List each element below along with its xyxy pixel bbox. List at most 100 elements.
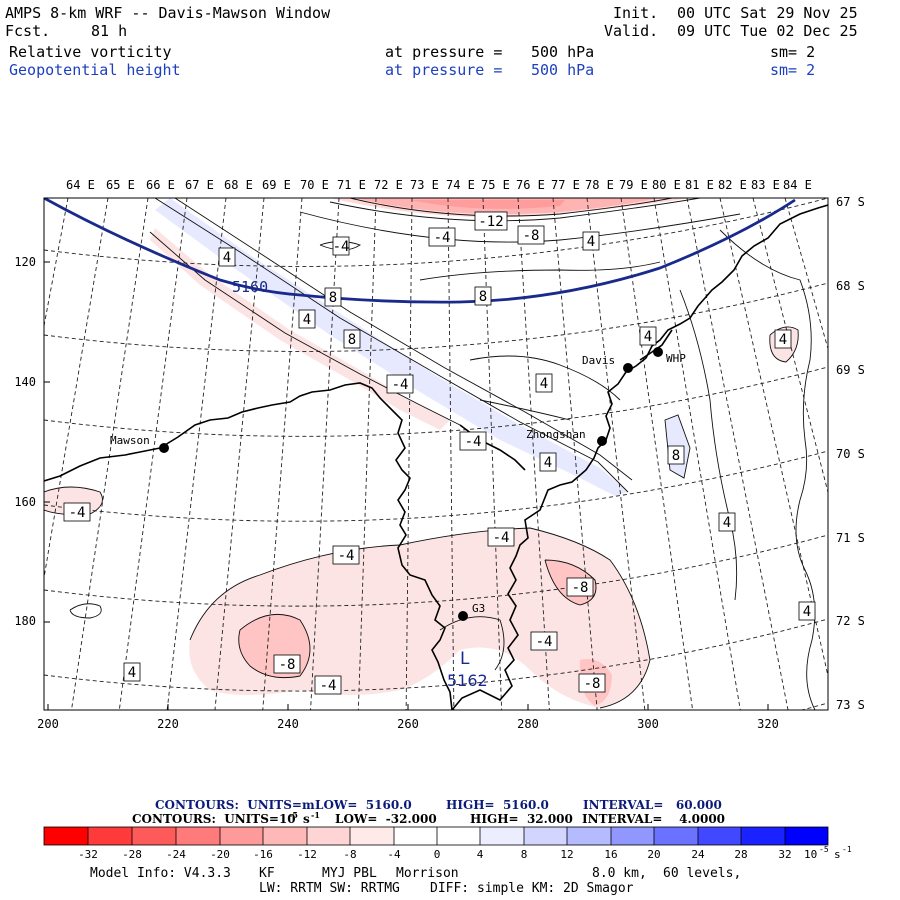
contour-label-text: -4 [536, 634, 553, 650]
valid-time: 09 UTC Tue 02 Dec 25 [677, 22, 858, 40]
plot-title: AMPS 8-km WRF -- Davis-Mawson Window [5, 4, 331, 22]
lon-label: 74 E [446, 178, 475, 192]
contour-label-text: 4 [128, 665, 136, 681]
stations: Mawson Davis WHP Zhongshan G3 [110, 347, 686, 621]
contour-label-text: 4 [223, 250, 231, 266]
y-tick-label: 140 [14, 375, 36, 389]
contour-label: -8 [273, 654, 301, 674]
vorticity-shading [44, 198, 799, 708]
colorbar-dividers [43, 826, 829, 846]
lon-label: 81 E [685, 178, 714, 192]
lon-label: 64 E [66, 178, 95, 192]
map-frame [43, 197, 829, 711]
colorbar-labels: -32 -28 -24 -20 -16 -12 -8 -4 0 4 8 12 1… [78, 848, 792, 861]
contour-label-text: 8 [479, 289, 487, 305]
y-tick-label: 160 [14, 495, 36, 509]
colorbar-label: 20 [647, 848, 660, 861]
colorbar-swatch [220, 827, 263, 845]
field2-level: 500 hPa [531, 61, 595, 79]
valid-label: Valid. [604, 22, 659, 40]
station-label: Davis [582, 354, 615, 367]
lon-label: 67 E [185, 178, 214, 192]
colorbar-swatches [44, 827, 828, 845]
station-marker [653, 347, 663, 357]
contour-label-text: -4 [333, 239, 350, 255]
lat-label: 69 S [836, 363, 865, 377]
contour-label: -4 [487, 527, 515, 547]
lon-label: 83 E [751, 178, 780, 192]
lat-label: 67 S [836, 195, 865, 209]
colorbar-swatch [307, 827, 350, 845]
contour-label: 4 [539, 452, 557, 472]
height-contours-low: LOW= 5160.0 [315, 798, 412, 812]
vorticity-units-s-exp: -1 [311, 810, 320, 820]
height-contour-label: 5160 [232, 278, 268, 296]
longitude-labels: 64 E 65 E 66 E 67 E 68 E 69 E 70 E 71 E … [66, 178, 812, 192]
field1-smoothing: sm= 2 [770, 43, 816, 61]
contour-label-text: -4 [493, 530, 510, 546]
contour-label: -4 [428, 227, 456, 247]
diffusion-scheme: DIFF: simple KM: 2D Smagor [430, 881, 634, 896]
init-label: Init. [613, 4, 659, 22]
lon-label: 76 E [516, 178, 545, 192]
x-tick-label: 240 [277, 717, 299, 731]
lon-label: 73 E [410, 178, 439, 192]
station-label: Mawson [110, 434, 150, 447]
colorbar-label: 16 [604, 848, 617, 861]
lon-label: 84 E [783, 178, 812, 192]
colorbar-swatch [611, 827, 654, 845]
forecast-hours: 81 h [91, 22, 128, 40]
contour-label: 8 [667, 445, 685, 465]
contour-label-text: 4 [644, 329, 652, 345]
colorbar-label: -28 [122, 848, 142, 861]
microphysics-scheme: Morrison [396, 866, 459, 881]
model-info: Model Info: V4.3.3 [90, 866, 231, 881]
contour-label-text: -8 [572, 580, 589, 596]
field1-level: 500 hPa [531, 43, 595, 61]
colorbar-swatch [350, 827, 394, 845]
map-area: -12 -8 -4 4 -4 4 8 8 4 8 4 4 -4 4 -4 4 8… [44, 198, 828, 710]
low-center-letter: L [460, 649, 470, 669]
contour-label: -4 [530, 631, 558, 651]
colorbar-label: -4 [387, 848, 401, 861]
colorbar-label: -12 [297, 848, 317, 861]
colorbar-label: 8 [521, 848, 528, 861]
contour-labels: -12 -8 -4 4 -4 4 8 8 4 8 4 4 -4 4 -4 4 8… [63, 211, 816, 695]
contour-label-text: -8 [279, 657, 296, 673]
lat-label: 68 S [836, 279, 865, 293]
cumulus-scheme: KF [259, 866, 275, 881]
contour-label-text: 4 [587, 234, 595, 250]
contour-label: 4 [298, 309, 316, 329]
contour-label: 4 [798, 601, 816, 621]
axis-ticks [44, 261, 769, 710]
colorbar-unit-s-exp: -1 [842, 845, 852, 854]
contour-label: -4 [459, 431, 487, 451]
colorbar-unit-s: s [834, 848, 841, 861]
contour-label-text: -8 [584, 676, 601, 692]
field2-level-label: at pressure = [385, 61, 503, 79]
colorbar-swatch [394, 827, 437, 845]
field1-level-label: at pressure = [385, 43, 503, 61]
colorbar-unit-exp: -5 [819, 845, 829, 854]
forecast-label: Fcst. [5, 22, 51, 40]
contour-label: 8 [343, 329, 361, 349]
lon-label: 78 E [585, 178, 614, 192]
lat-label: 72 S [836, 614, 865, 628]
lat-label: 70 S [836, 447, 865, 461]
lon-label: 65 E [106, 178, 135, 192]
contour-label-text: -4 [69, 505, 86, 521]
lon-label: 71 E [337, 178, 366, 192]
colorbar-swatch [132, 827, 176, 845]
colorbar-swatch [698, 827, 741, 845]
contour-label-text: -8 [523, 228, 540, 244]
x-grid-labels: 200 220 240 260 280 300 320 [37, 717, 779, 731]
vorticity-contours-label: CONTOURS: UNITS=10 [132, 812, 296, 826]
contour-label: 4 [718, 512, 736, 532]
station-label: WHP [666, 352, 686, 365]
contour-label: -4 [314, 675, 342, 695]
colorbar-swatch [654, 827, 698, 845]
x-tick-label: 320 [757, 717, 779, 731]
contour-label-text: -12 [478, 214, 503, 230]
lon-label: 80 E [652, 178, 681, 192]
lon-label: 77 E [551, 178, 580, 192]
